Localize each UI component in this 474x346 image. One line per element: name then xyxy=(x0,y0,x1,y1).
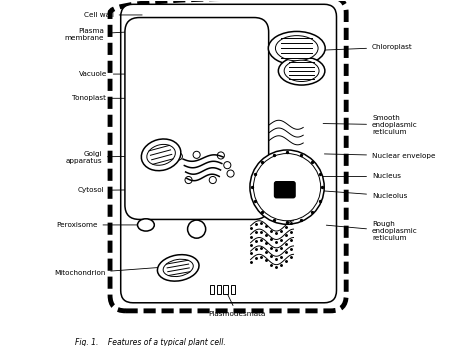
Text: Nucleolus: Nucleolus xyxy=(306,190,407,199)
Circle shape xyxy=(209,176,216,184)
Circle shape xyxy=(224,162,231,169)
Bar xyxy=(223,285,228,294)
Bar xyxy=(230,285,235,294)
Text: Mitochondrion: Mitochondrion xyxy=(54,267,164,276)
Ellipse shape xyxy=(157,255,199,281)
Text: Vacuole: Vacuole xyxy=(80,71,155,77)
Ellipse shape xyxy=(141,139,181,171)
Text: Plasma
membrane: Plasma membrane xyxy=(64,28,141,41)
Text: Cytosol: Cytosol xyxy=(77,188,171,193)
Text: Fig. 1.    Features of a typical plant cell.: Fig. 1. Features of a typical plant cell… xyxy=(75,338,226,346)
Text: Chloroplast: Chloroplast xyxy=(317,44,413,51)
Ellipse shape xyxy=(275,36,318,61)
Circle shape xyxy=(227,170,234,177)
Bar xyxy=(217,285,221,294)
FancyBboxPatch shape xyxy=(121,4,337,303)
Circle shape xyxy=(175,153,182,160)
Circle shape xyxy=(217,152,224,159)
Ellipse shape xyxy=(278,57,325,85)
Circle shape xyxy=(193,151,200,158)
Circle shape xyxy=(185,176,192,184)
Text: Nucleus: Nucleus xyxy=(320,173,401,180)
Text: Golgi
apparatus: Golgi apparatus xyxy=(65,151,166,164)
Ellipse shape xyxy=(147,144,175,165)
FancyBboxPatch shape xyxy=(125,18,269,219)
Text: Nuclear envelope: Nuclear envelope xyxy=(324,153,436,159)
FancyBboxPatch shape xyxy=(274,181,296,199)
Circle shape xyxy=(250,150,324,224)
Text: Smooth
endoplasmic
reticulum: Smooth endoplasmic reticulum xyxy=(323,115,418,135)
Ellipse shape xyxy=(268,31,325,65)
Text: Rough
endoplasmic
reticulum: Rough endoplasmic reticulum xyxy=(326,221,418,242)
Text: Cell wall: Cell wall xyxy=(83,12,142,18)
Ellipse shape xyxy=(284,60,319,82)
Circle shape xyxy=(254,154,321,221)
Ellipse shape xyxy=(163,259,193,276)
Bar xyxy=(210,285,214,294)
Circle shape xyxy=(188,220,206,238)
Text: Plasmodesmata: Plasmodesmata xyxy=(208,291,266,317)
Text: Peroxisome: Peroxisome xyxy=(56,222,143,228)
Ellipse shape xyxy=(137,219,155,231)
Text: Tonoplast: Tonoplast xyxy=(73,95,153,101)
